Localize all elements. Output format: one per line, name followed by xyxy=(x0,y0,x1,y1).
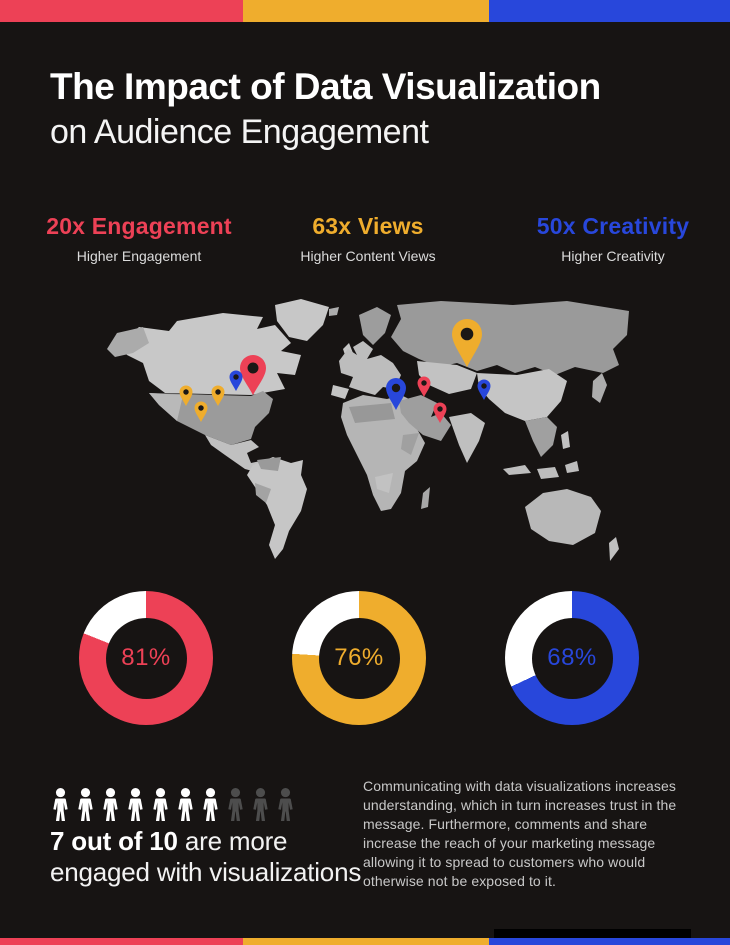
bottom-bar-blue-segment xyxy=(489,938,730,945)
stat-engagement-value: 20x Engagement xyxy=(46,213,232,239)
map-philippines xyxy=(561,431,570,449)
bottom-bar-red-segment xyxy=(0,938,243,945)
stat-engagement-label: Higher Engagement xyxy=(76,248,202,264)
map-india xyxy=(449,413,485,463)
map-indonesia-3 xyxy=(565,461,579,473)
map-madagascar xyxy=(421,487,430,509)
person-icon-active xyxy=(128,788,143,821)
map-china xyxy=(477,369,567,421)
top-bar-yellow-segment xyxy=(243,0,489,22)
map-alaska xyxy=(107,327,149,357)
map-indonesia-1 xyxy=(503,465,531,475)
map-southeast-asia xyxy=(525,417,557,457)
person-icon-inactive xyxy=(253,788,268,821)
top-bar-red-segment xyxy=(0,0,243,22)
map-iceland xyxy=(329,307,339,316)
pictograph-caption: 7 out of 10 are more engaged with visual… xyxy=(50,826,390,888)
person-icon-active xyxy=(203,788,218,821)
donut-engagement-label: 81% xyxy=(105,617,187,699)
map-central-asia xyxy=(417,361,477,394)
stat-creativity-value: 50x Creativity xyxy=(536,213,690,239)
map-japan xyxy=(592,373,607,403)
donut-creativity-label: 68% xyxy=(531,617,613,699)
map-australia xyxy=(525,489,601,545)
map-middle-east xyxy=(399,395,451,441)
donut-chart-engagement: 81% xyxy=(79,591,213,725)
map-pin-3 xyxy=(194,401,208,422)
person-icon-inactive xyxy=(278,788,293,821)
donut-chart-creativity: 68% xyxy=(505,591,639,725)
map-southern-africa-patch xyxy=(375,473,393,493)
map-indonesia-2 xyxy=(537,467,559,479)
map-iberia xyxy=(331,385,349,399)
page-title: The Impact of Data Visualization on Audi… xyxy=(50,64,601,154)
map-greenland xyxy=(275,299,329,341)
map-canada xyxy=(119,313,301,395)
map-pin-2 xyxy=(179,385,193,406)
person-icon-active xyxy=(53,788,68,821)
person-icon-active xyxy=(103,788,118,821)
person-icon-active xyxy=(78,788,93,821)
stat-engagement: 20x Engagement Higher Engagement xyxy=(46,213,232,264)
person-icon-inactive xyxy=(228,788,243,821)
person-icon-active xyxy=(153,788,168,821)
map-us-west-patch xyxy=(149,393,183,421)
title-line-1: The Impact of Data Visualization xyxy=(50,66,601,107)
map-south-america-west-patch xyxy=(255,483,271,503)
body-paragraph: Communicating with data visualizations i… xyxy=(363,778,677,889)
stat-views-label: Higher Content Views xyxy=(300,248,436,264)
pictograph-caption-highlight: 7 out of 10 xyxy=(50,826,178,856)
map-new-zealand xyxy=(609,537,619,561)
stat-views: 63x Views Higher Content Views xyxy=(300,213,435,264)
map-pin-5 xyxy=(452,319,482,367)
map-scandinavia xyxy=(359,307,391,345)
world-map xyxy=(105,297,635,567)
map-pin-8 xyxy=(433,402,447,423)
map-south-america-north-patch xyxy=(257,457,281,471)
map-pin-0 xyxy=(240,355,266,395)
map-sahara-patch xyxy=(349,403,395,423)
map-pin-6 xyxy=(386,378,406,410)
top-accent-bar xyxy=(0,0,730,22)
pictograph-caption-rest: are more engaged with visualizations xyxy=(50,826,362,887)
map-pins-layer xyxy=(179,319,491,423)
map-south-america xyxy=(247,457,307,559)
donut-chart-views: 76% xyxy=(292,591,426,725)
map-pin-1 xyxy=(229,370,243,391)
map-pin-4 xyxy=(211,385,225,406)
top-bar-blue-segment xyxy=(489,0,730,22)
map-russia xyxy=(391,301,629,375)
bottom-bar-yellow-segment xyxy=(243,938,489,945)
map-landmasses xyxy=(107,299,629,561)
redacted-watermark-bar xyxy=(494,929,691,938)
map-pin-9 xyxy=(477,379,491,400)
map-europe xyxy=(339,341,401,395)
map-east-africa-patch xyxy=(401,433,419,455)
world-map-svg xyxy=(107,299,629,561)
pictograph-people-row xyxy=(50,786,296,823)
stat-creativity-label: Higher Creativity xyxy=(561,248,665,264)
bottom-accent-bar xyxy=(0,938,730,945)
stat-views-value: 63x Views xyxy=(312,213,424,239)
donut-views-label: 76% xyxy=(318,617,400,699)
title-line-2: on Audience Engagement xyxy=(50,113,429,151)
map-pin-7 xyxy=(417,376,431,397)
map-africa xyxy=(341,395,425,511)
person-icon-active xyxy=(178,788,193,821)
stat-creativity: 50x Creativity Higher Creativity xyxy=(537,213,689,264)
